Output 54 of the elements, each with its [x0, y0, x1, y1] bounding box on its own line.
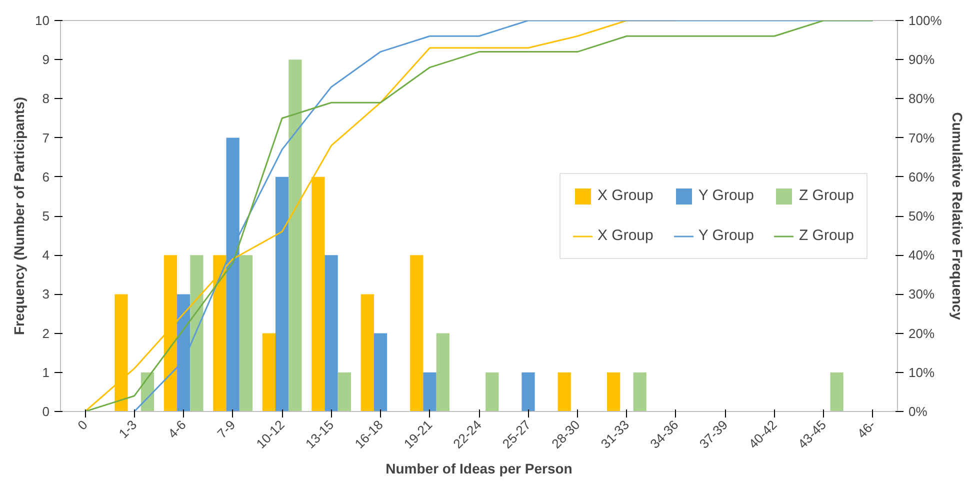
- y2-tick-label: 50%: [908, 208, 935, 224]
- y2-tick-label: 0%: [908, 404, 928, 419]
- x-tick-label: 7-9: [214, 417, 238, 442]
- bar: [486, 372, 499, 412]
- bar: [558, 372, 571, 412]
- legend-label: Y Group: [698, 187, 754, 204]
- y2-tick-label: 20%: [908, 326, 935, 341]
- bar: [423, 372, 436, 412]
- legend-label: X Group: [598, 227, 654, 244]
- x-axis-title: Number of Ideas per Person: [386, 460, 572, 476]
- bar: [360, 294, 374, 412]
- y2-tick-label: 90%: [908, 52, 935, 68]
- y-tick-label: 10: [35, 13, 50, 28]
- y-tick-label: 7: [42, 130, 50, 146]
- y-tick-label: 8: [42, 91, 50, 106]
- y2-tick-label: 100%: [908, 13, 942, 28]
- bar: [190, 255, 204, 412]
- y-tick-label: 1: [42, 364, 50, 380]
- bar: [288, 60, 302, 412]
- y-tick-label: 9: [42, 52, 50, 68]
- x-tick-label: 0: [74, 417, 90, 433]
- y2-tick-label: 70%: [908, 130, 935, 146]
- bar: [410, 255, 424, 412]
- bar: [436, 333, 450, 412]
- y-tick-label: 4: [42, 248, 50, 263]
- legend-label: Z Group: [798, 227, 854, 244]
- y-tick-label: 2: [42, 326, 50, 341]
- x-tick-label: 1-3: [116, 417, 140, 442]
- y2-tick-label: 40%: [908, 248, 935, 263]
- y-tick-label: 0: [42, 404, 50, 419]
- legend-label: X Group: [598, 187, 654, 204]
- bar: [239, 255, 253, 412]
- legend-label: Z Group: [798, 187, 854, 204]
- y2-tick-label: 10%: [908, 364, 935, 380]
- y2-tick-label: 80%: [908, 91, 935, 106]
- y2-axis-title: Cumulative Relative Frequency: [950, 112, 966, 320]
- y-tick-label: 3: [42, 286, 50, 302]
- y2-tick-label: 30%: [908, 286, 935, 302]
- x-tick-label: 46-: [854, 417, 878, 442]
- legend-label: Y Group: [698, 227, 754, 244]
- bar: [607, 372, 620, 412]
- y-tick-label: 5: [42, 208, 50, 224]
- bar: [275, 176, 289, 412]
- y-tick-label: 6: [42, 169, 50, 184]
- x-tick-label: 4-6: [165, 417, 189, 442]
- y2-tick-label: 60%: [908, 169, 935, 184]
- y-axis-title: Frequency (Number of Participants): [11, 96, 28, 336]
- bar: [522, 372, 535, 412]
- bar: [830, 372, 844, 412]
- bar: [374, 333, 388, 412]
- bar: [324, 255, 338, 412]
- bar: [262, 333, 276, 412]
- bar: [338, 372, 351, 412]
- bar: [633, 372, 646, 412]
